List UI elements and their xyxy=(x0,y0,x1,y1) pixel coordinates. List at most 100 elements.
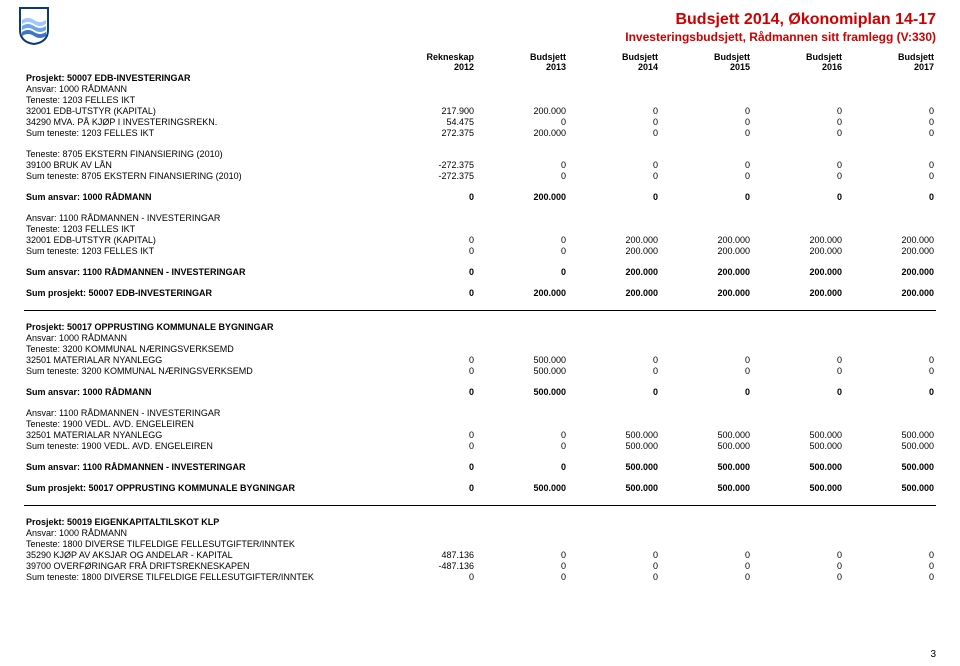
cell-value: 0 xyxy=(476,440,568,451)
row-label: 34290 MVA. PÅ KJØP I INVESTERINGSREKN. xyxy=(24,116,384,127)
cell-value: 0 xyxy=(568,354,660,365)
table-row: 32001 EDB-UTSTYR (KAPITAL)00200.000200.0… xyxy=(24,234,936,245)
table-row: 34290 MVA. PÅ KJØP I INVESTERINGSREKN.54… xyxy=(24,116,936,127)
row-label: 39100 BRUK AV LÅN xyxy=(24,159,384,170)
table-row: Ansvar: 1000 RÅDMANN xyxy=(24,83,936,94)
cell-value: 500.000 xyxy=(568,461,660,472)
row-label: Sum teneste: 3200 KOMMUNAL NÆRINGSVERKSE… xyxy=(24,365,384,376)
table-row: Sum teneste: 8705 EKSTERN FINANSIERING (… xyxy=(24,170,936,181)
cell-value: 500.000 xyxy=(660,461,752,472)
table-row: Sum ansvar: 1000 RÅDMANN0200.0000000 xyxy=(24,191,936,202)
cell-value: 0 xyxy=(384,287,476,298)
cell-value: -272.375 xyxy=(384,159,476,170)
cell-value: 0 xyxy=(752,191,844,202)
cell-value: 200.000 xyxy=(844,266,936,277)
cell-value: 0 xyxy=(384,461,476,472)
cell-value: 0 xyxy=(568,191,660,202)
table-body: Prosjekt: 50007 EDB-INVESTERINGARAnsvar:… xyxy=(24,72,936,582)
cell-value: 217.900 xyxy=(384,105,476,116)
table-row: Sum teneste: 1203 FELLES IKT272.375200.0… xyxy=(24,127,936,138)
cell-value: 500.000 xyxy=(844,429,936,440)
cell-value: 0 xyxy=(660,116,752,127)
table-row: Ansvar: 1100 RÅDMANNEN - INVESTERINGAR xyxy=(24,407,936,418)
cell-value: 0 xyxy=(384,234,476,245)
table-row: 32501 MATERIALAR NYANLEGG00500.000500.00… xyxy=(24,429,936,440)
row-label: Prosjekt: 50017 OPPRUSTING KOMMUNALE BYG… xyxy=(24,321,384,332)
table-row: 35290 KJØP AV AKSJAR OG ANDELAR - KAPITA… xyxy=(24,549,936,560)
cell-value: 0 xyxy=(568,571,660,582)
cell-value: 500.000 xyxy=(752,440,844,451)
cell-value: 200.000 xyxy=(660,266,752,277)
table-row: Sum teneste: 1900 VEDL. AVD. ENGELEIREN 0… xyxy=(24,440,936,451)
row-label: Teneste: 3200 KOMMUNAL NÆRINGSVERKSEMD xyxy=(24,343,384,354)
cell-value: 0 xyxy=(752,127,844,138)
cell-value: 0 xyxy=(752,365,844,376)
row-label: Teneste: 1800 DIVERSE TILFELDIGE FELLESU… xyxy=(24,538,384,549)
cell-value: 200.000 xyxy=(476,127,568,138)
cell-value: 272.375 xyxy=(384,127,476,138)
row-label: Teneste: 1900 VEDL. AVD. ENGELEIREN xyxy=(24,418,384,429)
table-row: Teneste: 1203 FELLES IKT xyxy=(24,223,936,234)
cell-value: 0 xyxy=(476,461,568,472)
cell-value: 0 xyxy=(384,245,476,256)
cell-value: 0 xyxy=(476,549,568,560)
row-label: 32501 MATERIALAR NYANLEGG xyxy=(24,429,384,440)
table-row: Ansvar: 1000 RÅDMANN xyxy=(24,527,936,538)
table-row: Sum teneste: 1800 DIVERSE TILFELDIGE FEL… xyxy=(24,571,936,582)
cell-value: 0 xyxy=(844,354,936,365)
cell-value: 200.000 xyxy=(660,234,752,245)
cell-value: 500.000 xyxy=(476,365,568,376)
table-row: Sum teneste: 3200 KOMMUNAL NÆRINGSVERKSE… xyxy=(24,365,936,376)
cell-value: 0 xyxy=(476,245,568,256)
cell-value: 0 xyxy=(844,560,936,571)
column-header: Budsjett 2016 xyxy=(752,51,844,72)
table-row: Prosjekt: 50017 OPPRUSTING KOMMUNALE BYG… xyxy=(24,321,936,332)
cell-value: 0 xyxy=(752,116,844,127)
cell-value: 0 xyxy=(476,560,568,571)
cell-value: 0 xyxy=(752,571,844,582)
cell-value: 200.000 xyxy=(660,287,752,298)
row-label: Sum ansvar: 1000 RÅDMANN xyxy=(24,191,384,202)
cell-value: 0 xyxy=(568,386,660,397)
cell-value: 0 xyxy=(660,560,752,571)
cell-value: 0 xyxy=(384,482,476,493)
cell-value: 0 xyxy=(844,116,936,127)
row-label: Sum prosjekt: 50017 OPPRUSTING KOMMUNALE… xyxy=(24,482,384,493)
cell-value: 0 xyxy=(476,429,568,440)
cell-value: 200.000 xyxy=(476,191,568,202)
cell-value: 200.000 xyxy=(844,287,936,298)
cell-value: 0 xyxy=(476,159,568,170)
cell-value: 54.475 xyxy=(384,116,476,127)
row-label: Ansvar: 1100 RÅDMANNEN - INVESTERINGAR xyxy=(24,407,384,418)
row-label: Sum teneste: 1203 FELLES IKT xyxy=(24,245,384,256)
row-label: Ansvar: 1000 RÅDMANN xyxy=(24,83,384,94)
cell-value: 0 xyxy=(844,191,936,202)
row-label: Sum teneste: 1203 FELLES IKT xyxy=(24,127,384,138)
table-row: 32001 EDB-UTSTYR (KAPITAL)217.900200.000… xyxy=(24,105,936,116)
row-label: 39700 OVERFØRINGAR FRÅ DRIFTSREKNESKAPEN xyxy=(24,560,384,571)
row-label: Teneste: 1203 FELLES IKT xyxy=(24,223,384,234)
row-label: 32001 EDB-UTSTYR (KAPITAL) xyxy=(24,105,384,116)
cell-value: 0 xyxy=(660,549,752,560)
cell-value: 0 xyxy=(476,266,568,277)
row-label: Ansvar: 1100 RÅDMANNEN - INVESTERINGAR xyxy=(24,212,384,223)
cell-value: 200.000 xyxy=(752,234,844,245)
column-header: Budsjett 2014 xyxy=(568,51,660,72)
row-label: Sum ansvar: 1100 RÅDMANNEN - INVESTERING… xyxy=(24,266,384,277)
cell-value: 500.000 xyxy=(660,440,752,451)
table-row: Sum teneste: 1203 FELLES IKT00200.000200… xyxy=(24,245,936,256)
cell-value: 0 xyxy=(844,386,936,397)
cell-value: 0 xyxy=(660,127,752,138)
cell-value: 0 xyxy=(384,354,476,365)
table-row: Prosjekt: 50007 EDB-INVESTERINGAR xyxy=(24,72,936,83)
cell-value: 0 xyxy=(752,386,844,397)
cell-value: 200.000 xyxy=(752,245,844,256)
column-header: Budsjett 2013 xyxy=(476,51,568,72)
cell-value: 0 xyxy=(752,549,844,560)
cell-value: 0 xyxy=(752,159,844,170)
page-header: Budsjett 2014, Økonomiplan 14-17 Investe… xyxy=(24,10,936,45)
row-label: Sum teneste: 8705 EKSTERN FINANSIERING (… xyxy=(24,170,384,181)
row-label: Sum teneste: 1900 VEDL. AVD. ENGELEIREN xyxy=(24,440,384,451)
row-label: Prosjekt: 50019 EIGENKAPITALTILSKOT KLP xyxy=(24,516,384,527)
cell-value: 0 xyxy=(660,571,752,582)
